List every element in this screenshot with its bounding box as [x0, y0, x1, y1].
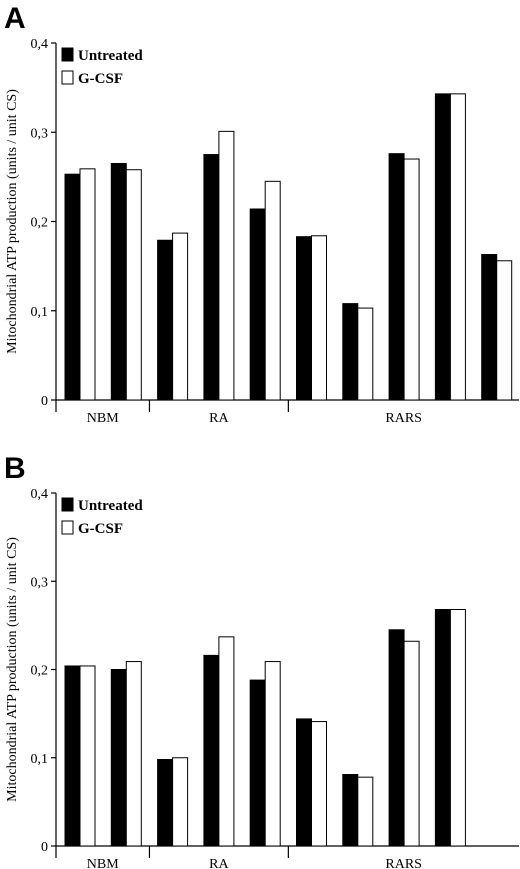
y-tick-label: 0,1	[31, 752, 49, 767]
bar-gcsf	[403, 158, 420, 401]
y-tick-label: 0	[41, 394, 48, 409]
bar-untreated	[296, 236, 312, 401]
bar-untreated	[203, 654, 220, 847]
y-tick-label: 0,4	[31, 487, 49, 502]
bar-gcsf	[125, 661, 142, 847]
bar-gcsf	[172, 757, 189, 847]
y-tick-label: 0,2	[31, 216, 49, 231]
bar-gcsf	[125, 169, 142, 401]
bar-untreated	[203, 154, 220, 401]
bar-untreated	[157, 239, 174, 401]
legend-swatch-untreated	[61, 47, 74, 62]
group-label: RA	[209, 411, 229, 426]
group-label: RARS	[385, 411, 422, 426]
legend-label-gcsf: G-CSF	[78, 521, 123, 537]
y-axis-label: Mitochondrial ATP production (units / un…	[5, 537, 20, 802]
legend-swatch-untreated	[61, 497, 74, 512]
bar-untreated	[64, 173, 81, 401]
bar-gcsf	[264, 180, 281, 401]
y-tick-label: 0,3	[31, 126, 49, 141]
bar-gcsf	[357, 307, 374, 401]
bar-untreated	[342, 774, 359, 847]
legend-label-untreated: Untreated	[78, 48, 143, 64]
bar-untreated	[157, 759, 174, 847]
bar-untreated	[388, 629, 405, 847]
group-label: RARS	[385, 857, 422, 869]
legend-swatch-gcsf	[61, 70, 74, 85]
legend-label-untreated: Untreated	[78, 498, 143, 514]
y-tick-label: 0,2	[31, 664, 49, 679]
group-label: NBM	[87, 857, 119, 869]
legend-swatch-gcsf	[61, 520, 74, 535]
bar-untreated	[64, 665, 81, 847]
bar-untreated	[110, 669, 127, 847]
bar-gcsf	[264, 661, 281, 847]
bar-gcsf	[403, 640, 420, 847]
bar-untreated	[110, 162, 127, 401]
bar-gcsf	[496, 260, 513, 401]
bar-gcsf	[79, 168, 96, 401]
bar-untreated	[434, 608, 451, 847]
chart-panel-b: B 0 0,1 0,2 0,3 0,4 Mitochondrial ATP producti…	[4, 452, 519, 869]
bar-untreated	[434, 93, 451, 401]
bar-gcsf	[218, 636, 235, 847]
bar-untreated	[342, 303, 359, 401]
bar-gcsf	[311, 235, 327, 401]
bar-gcsf	[79, 665, 96, 847]
bar-untreated	[249, 208, 266, 401]
bar-gcsf	[218, 130, 235, 401]
panel-label: B	[4, 452, 26, 485]
group-label: NBM	[87, 411, 119, 426]
bar-gcsf	[357, 776, 374, 847]
bar-gcsf	[172, 232, 189, 401]
group-label: RA	[209, 857, 229, 869]
bar-untreated	[481, 254, 498, 401]
bar-untreated	[249, 679, 266, 847]
bar-untreated	[296, 718, 312, 847]
y-tick-label: 0,3	[31, 575, 49, 590]
bar-gcsf	[311, 721, 327, 847]
legend-label-gcsf: G-CSF	[78, 71, 123, 87]
panel-label: A	[4, 2, 26, 35]
y-tick-label: 0,1	[31, 305, 49, 320]
chart-panel-a: A 0 0,1 0,2 0,3 0,4 Mitochondrial ATP producti…	[4, 2, 519, 426]
y-tick-label: 0,4	[31, 37, 49, 52]
y-tick-label: 0	[41, 840, 48, 855]
bar-gcsf	[449, 608, 466, 847]
y-axis-label: Mitochondrial ATP production (units / un…	[5, 89, 20, 354]
bar-gcsf	[449, 93, 466, 401]
bar-untreated	[388, 153, 405, 401]
